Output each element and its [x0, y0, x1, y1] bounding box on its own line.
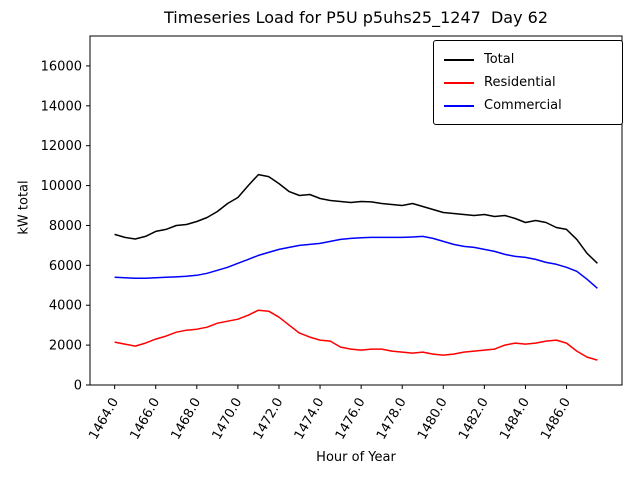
legend-label-residential: Residential: [484, 75, 556, 90]
series-line-residential: [114, 309, 598, 361]
series-line-commercial: [114, 235, 598, 289]
y-tick-label: 14000: [41, 99, 82, 114]
legend-label-commercial: Commercial: [484, 98, 562, 113]
x-tick-label: 1474.0: [292, 396, 328, 443]
legend-item-residential: Residential: [444, 71, 612, 94]
y-tick-label: 8000: [49, 219, 82, 234]
x-tick-label: 1468.0: [169, 396, 205, 443]
x-tick-label: 1486.0: [538, 396, 574, 443]
legend-label-total: Total: [484, 52, 515, 67]
x-axis-label: Hour of Year: [316, 450, 396, 465]
legend-item-commercial: Commercial: [444, 94, 612, 117]
y-tick-label: 10000: [41, 179, 82, 194]
y-tick-label: 12000: [41, 139, 82, 154]
x-tick-label: 1472.0: [251, 396, 287, 443]
legend: Total Residential Commercial: [433, 40, 623, 125]
y-tick-label: 6000: [49, 259, 82, 274]
x-tick-label: 1466.0: [127, 396, 163, 443]
legend-line-residential-swatch: [444, 81, 474, 84]
legend-line-commercial-swatch: [444, 104, 474, 107]
x-tick-label: 1484.0: [497, 396, 533, 443]
y-tick-label: 2000: [49, 339, 82, 354]
axes-frame: [89, 35, 623, 386]
y-tick-label: 0: [74, 379, 82, 394]
y-tick-label: 16000: [41, 59, 82, 74]
x-tick-label: 1478.0: [374, 396, 410, 443]
legend-item-total: Total: [444, 48, 612, 71]
y-tick-label: 4000: [49, 299, 82, 314]
series-line-total: [114, 173, 598, 264]
x-tick-label: 1480.0: [415, 396, 451, 443]
x-tick-label: 1464.0: [86, 396, 122, 443]
x-tick-label: 1470.0: [210, 396, 246, 443]
chart-title: Timeseries Load for P5U p5uhs25_1247 Day…: [163, 8, 549, 27]
legend-line-total-swatch: [444, 58, 474, 61]
x-tick-label: 1476.0: [333, 396, 369, 443]
y-axis-label: kW total: [16, 180, 32, 235]
x-tick-label: 1482.0: [456, 396, 492, 443]
